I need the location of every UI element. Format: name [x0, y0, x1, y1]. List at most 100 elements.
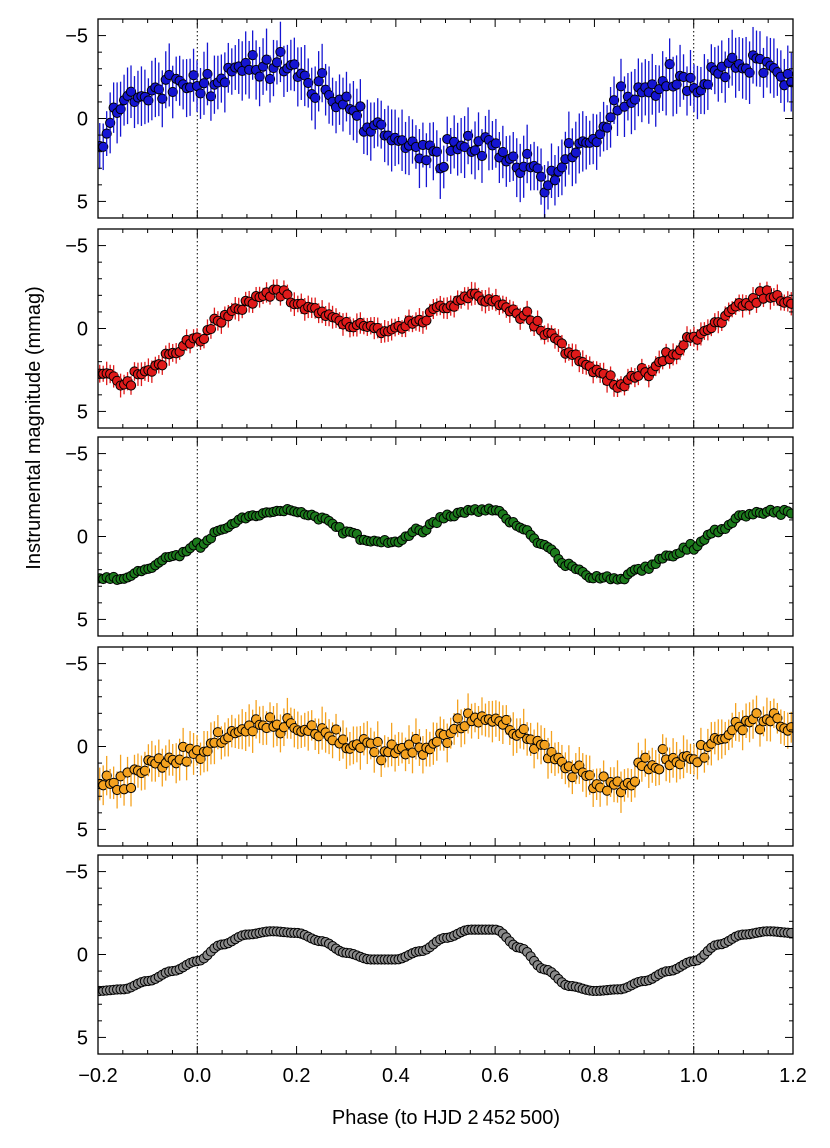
data-point [772, 713, 783, 724]
data-point [289, 59, 300, 70]
data-point [605, 370, 616, 381]
data-point [490, 138, 501, 149]
data-point [153, 753, 164, 764]
data-point [438, 161, 449, 173]
data-point [355, 742, 366, 753]
y-tick-label: −5 [65, 654, 88, 676]
data-point [469, 145, 481, 156]
data-point [205, 91, 217, 102]
data-point [459, 721, 470, 732]
panels: −5 0 5 −5 0 5 −5 0 5 −5 0 5 −5 0 5 −0.2 0.0 0.2 0.4 0.6 0.8 1… [65, 18, 807, 1087]
data-point [535, 171, 547, 182]
data-point [608, 95, 620, 106]
data-point [188, 70, 199, 81]
panel-orange: −5 0 5 [65, 646, 794, 847]
x-tick-label: 0.0 [183, 1065, 211, 1087]
data-point [421, 315, 432, 326]
data-point [459, 141, 470, 153]
data-points [98, 503, 793, 585]
data-point [556, 338, 568, 349]
data-point [497, 146, 508, 158]
data-point [629, 94, 640, 105]
panel-red: −5 0 5 [65, 228, 794, 429]
y-tick-label: 5 [77, 401, 88, 423]
x-tick-label: 0.2 [283, 1065, 311, 1087]
data-point [758, 67, 769, 79]
data-point [261, 54, 272, 65]
panel-gray: −5 0 5 [65, 854, 794, 1055]
data-point [786, 508, 793, 519]
data-point [355, 101, 366, 112]
data-point [654, 764, 665, 775]
data-point [407, 747, 418, 758]
y-tick-label: 0 [77, 109, 88, 131]
data-point [153, 84, 164, 95]
data-point [786, 927, 793, 939]
data-point [476, 150, 488, 162]
data-point [664, 58, 675, 70]
data-point [195, 88, 206, 99]
y-tick-label: −5 [65, 26, 88, 48]
data-point [542, 180, 554, 191]
data-point [157, 360, 168, 371]
data-point [310, 92, 321, 103]
data-point [786, 722, 793, 733]
x-tick-label: 0.8 [581, 1065, 609, 1087]
data-point [330, 724, 342, 735]
y-tick-label: 0 [77, 527, 88, 549]
data-point [522, 148, 533, 160]
y-axis-label: Instrumental magnitude (mmag) [23, 286, 45, 569]
data-point [640, 752, 651, 763]
data-point [786, 77, 793, 88]
data-point [442, 737, 453, 749]
data-point [157, 93, 168, 104]
data-point [570, 147, 581, 158]
data-point [786, 298, 793, 309]
y-tick-label: 0 [77, 737, 88, 759]
data-point [685, 72, 696, 83]
data-point [271, 57, 283, 68]
data-points [98, 21, 793, 218]
data-point [372, 736, 383, 748]
data-point [532, 315, 543, 326]
x-tick-label: 0.4 [382, 1065, 410, 1087]
y-tick-label: −5 [65, 862, 88, 884]
panel-frame [97, 436, 794, 637]
data-point [264, 712, 276, 723]
data-point [181, 756, 192, 767]
y-tick-label: 0 [77, 945, 88, 967]
y-tick-label: 5 [77, 1027, 88, 1049]
data-point [247, 50, 258, 61]
panel-frame [97, 18, 794, 219]
data-point [369, 746, 380, 758]
data-point [105, 117, 116, 128]
data-point [699, 752, 710, 763]
y-tick-label: −5 [65, 236, 88, 258]
data-point [647, 79, 658, 90]
y-tick-label: 5 [77, 191, 88, 213]
data-point [431, 146, 442, 157]
data-point [601, 785, 613, 796]
data-points [98, 924, 793, 997]
data-point [421, 155, 432, 166]
y-tick-label: 5 [77, 609, 88, 631]
data-point [337, 734, 349, 745]
data-point [692, 757, 703, 768]
data-point [341, 91, 352, 102]
data-point [410, 733, 422, 745]
data-point [598, 771, 609, 782]
data-point [539, 739, 550, 751]
data-point [720, 72, 731, 83]
data-points [98, 279, 793, 398]
data-point [205, 323, 217, 335]
data-point [317, 67, 328, 79]
data-point [501, 714, 512, 726]
data-point [125, 86, 137, 97]
data-point [275, 46, 286, 58]
data-point [605, 112, 616, 123]
data-point [219, 77, 230, 88]
panel-blue: −5 0 5 [65, 18, 794, 219]
data-point [657, 744, 668, 755]
data-point [351, 110, 362, 121]
